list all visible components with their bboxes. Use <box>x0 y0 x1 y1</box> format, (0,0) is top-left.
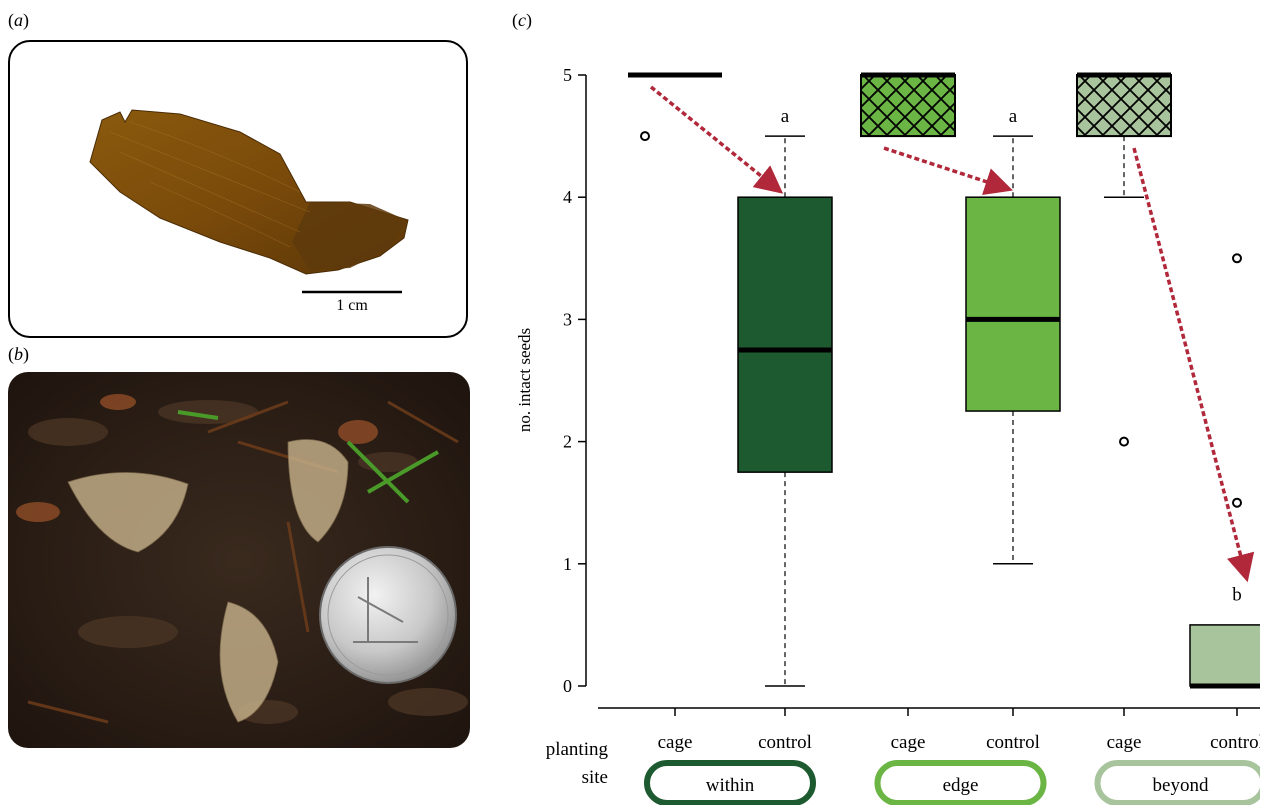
y-tick-label: 4 <box>563 187 572 207</box>
samara-seed-image: 1 cm <box>89 109 409 314</box>
y-tick-label: 2 <box>563 432 572 452</box>
x-tick-label-control: control <box>758 732 812 753</box>
transition-arrow <box>883 146 1013 196</box>
site-pill-label-edge: edge <box>943 775 979 796</box>
outlier-point <box>640 131 650 142</box>
panel-a-label: (a) <box>8 10 29 30</box>
significance-letter: a <box>1009 106 1018 127</box>
box-hatch <box>860 74 956 138</box>
samara-photo-frame: 1 cm <box>8 40 468 338</box>
y-tick-label: 1 <box>563 554 572 574</box>
planting-site-label-line2: site <box>582 767 608 788</box>
x-tick-label-cage: cage <box>891 732 926 753</box>
dime-coin <box>319 546 457 684</box>
box-beyond-control <box>1189 624 1260 687</box>
y-axis-label: no. intact seeds <box>515 328 534 432</box>
site-pill-beyond <box>1094 760 1260 805</box>
site-pill-label-within: within <box>706 775 755 796</box>
significance-letter: b <box>1232 584 1242 605</box>
y-tick-label: 3 <box>563 309 572 329</box>
transition-arrow <box>649 85 784 194</box>
planting-site-label-line1: planting <box>546 739 609 760</box>
box-edge-control <box>965 196 1061 412</box>
outlier-point <box>1232 253 1242 264</box>
transition-arrow <box>1132 147 1255 583</box>
box-within-control <box>737 196 833 473</box>
seed-boxplot: 0 1 2 3 4 5 cage control cage control cage control w… <box>515 65 1260 805</box>
site-pill-edge <box>874 760 1047 805</box>
forest-floor-photo <box>8 372 470 748</box>
site-pill-within <box>644 760 816 805</box>
outlier-point <box>1232 497 1242 508</box>
panel-b-label: (b) <box>8 344 29 364</box>
x-tick-label-control: control <box>1210 732 1260 753</box>
scale-bar-label: 1 cm <box>336 297 368 314</box>
x-tick-label-cage: cage <box>658 732 693 753</box>
panel-c-label: (c) <box>512 10 532 30</box>
significance-letter: a <box>781 106 790 127</box>
x-tick-label-control: control <box>986 732 1040 753</box>
x-tick-label-cage: cage <box>1107 732 1142 753</box>
seed-predation-image <box>8 372 470 748</box>
outlier-point <box>1119 436 1129 447</box>
y-tick-label: 5 <box>563 65 572 85</box>
box-hatch <box>1076 74 1172 138</box>
site-pill-label-beyond: beyond <box>1153 775 1209 796</box>
y-tick-label: 0 <box>563 676 572 696</box>
